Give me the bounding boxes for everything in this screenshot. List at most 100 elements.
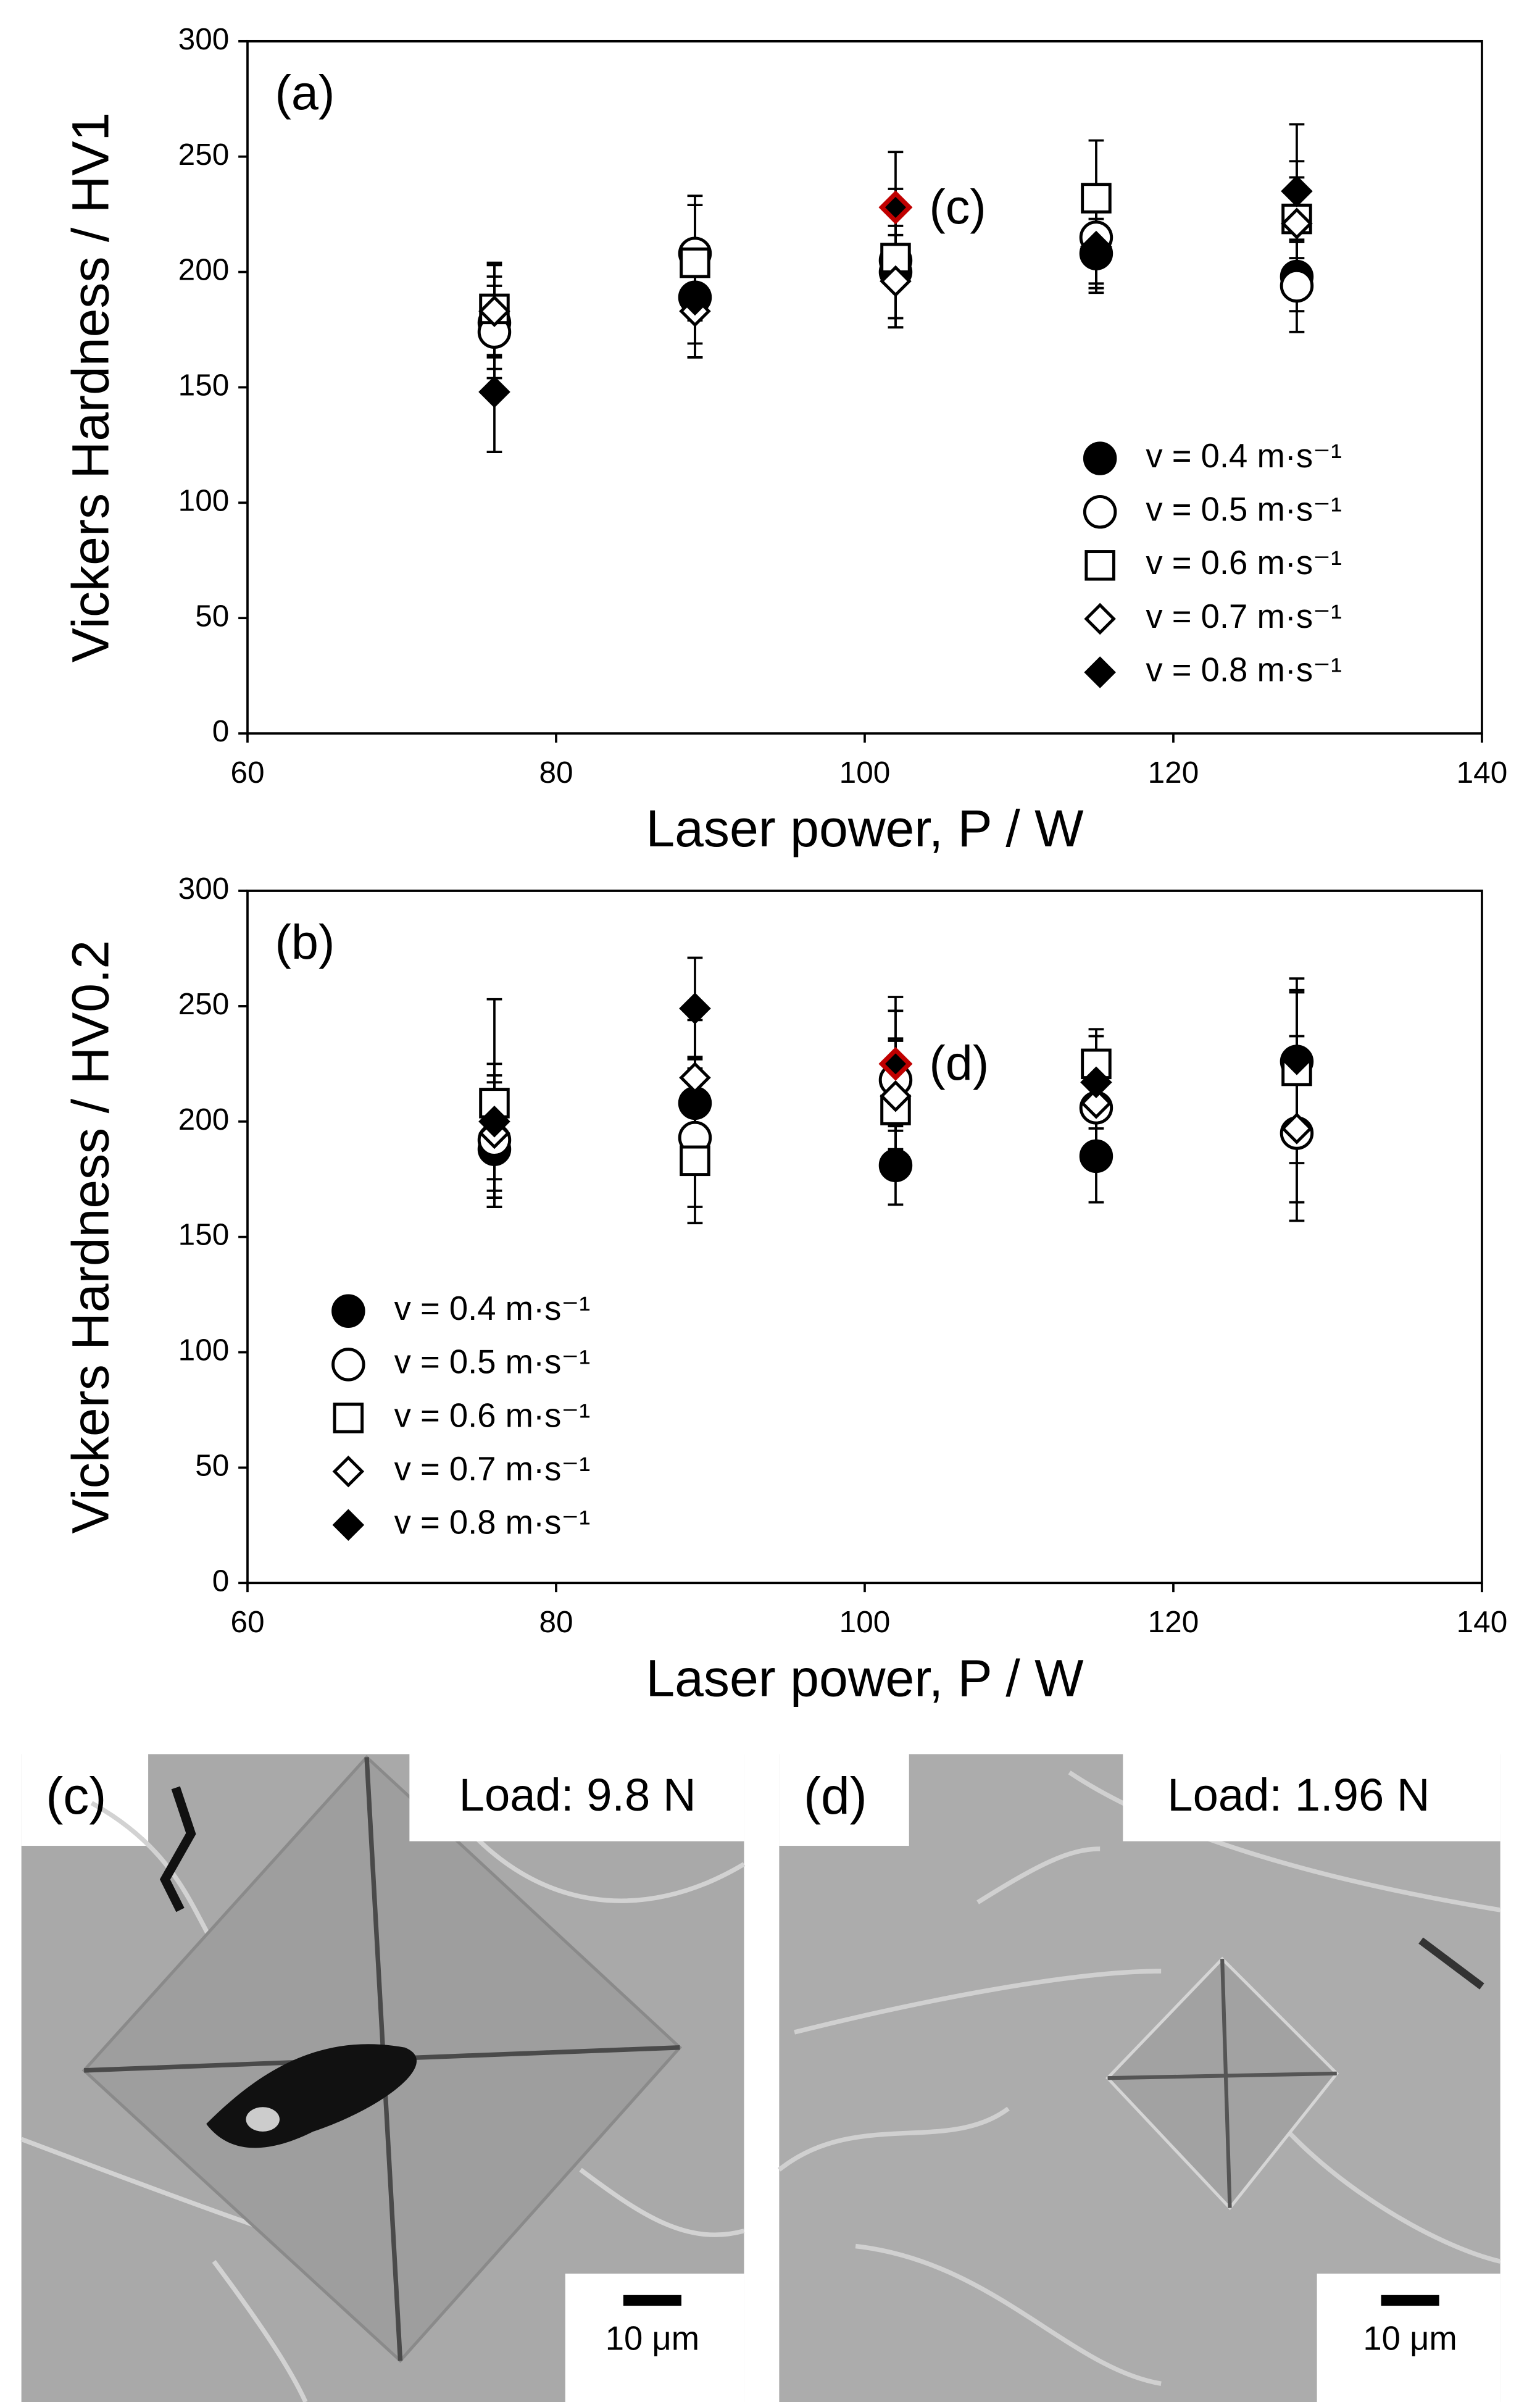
scale-bar — [1381, 2295, 1439, 2306]
marker — [1080, 233, 1112, 265]
y-tick-label: 300 — [178, 22, 230, 56]
defect — [1418, 1937, 1484, 1990]
y-tick-label: 200 — [178, 253, 230, 287]
micrograph-d — [778, 1754, 1501, 2402]
annotation: (c) — [929, 179, 986, 234]
y-tick-label: 150 — [178, 369, 230, 402]
legend-marker — [333, 1403, 364, 1433]
y-tick-label: 100 — [178, 483, 230, 517]
marker — [1281, 207, 1313, 240]
y-tick-label: 50 — [195, 1448, 229, 1482]
legend-marker — [1084, 603, 1116, 635]
x-tick-label: 100 — [839, 756, 891, 790]
y-tick-label: 0 — [212, 1564, 230, 1598]
panel-label: (b) — [275, 914, 335, 969]
legend-label: v = 0.4 m·s⁻¹ — [1146, 437, 1342, 475]
x-axis-label: Laser power, P / W — [646, 1649, 1084, 1707]
marker — [680, 247, 710, 278]
grain-boundary — [20, 1801, 746, 2402]
marker — [478, 1106, 510, 1138]
scale-label: 10 μm — [1363, 2319, 1457, 2357]
legend-label: v = 0.5 m·s⁻¹ — [1146, 491, 1342, 528]
legend-label: v = 0.7 m·s⁻¹ — [394, 1450, 591, 1488]
label-box — [409, 1754, 744, 1841]
y-tick-label: 250 — [178, 987, 230, 1021]
crack — [159, 1786, 196, 1912]
x-tick-label: 140 — [1457, 756, 1508, 790]
grain-boundary — [778, 1770, 1501, 2386]
marker — [679, 1061, 711, 1094]
x-tick-label: 60 — [230, 756, 264, 790]
marker — [1281, 1112, 1313, 1145]
legend-label: v = 0.6 m·s⁻¹ — [394, 1396, 591, 1434]
marker — [679, 283, 711, 316]
label-box — [1123, 1754, 1500, 1841]
panel-label: (a) — [275, 65, 335, 120]
legend-marker — [331, 1294, 365, 1328]
corner — [779, 1754, 909, 1846]
legend-marker — [332, 1455, 365, 1488]
marker — [679, 992, 711, 1025]
x-tick-label: 120 — [1148, 756, 1199, 790]
y-tick-label: 0 — [212, 714, 230, 748]
legend-label: v = 0.8 m·s⁻¹ — [394, 1504, 591, 1541]
marker — [1080, 1066, 1112, 1099]
corner — [21, 1754, 149, 1846]
x-axis-label: Laser power, P / W — [646, 799, 1084, 857]
legend-label: v = 0.6 m·s⁻¹ — [1146, 544, 1342, 582]
particle — [246, 2107, 280, 2132]
marker — [878, 1046, 913, 1081]
marker — [478, 295, 510, 327]
indent-diagonal — [1107, 1959, 1337, 2208]
legend-marker — [1083, 441, 1117, 475]
indent — [1105, 1956, 1339, 2211]
y-axis-label: Vickers Hardness / HV0.2 — [62, 940, 120, 1534]
y-tick-label: 50 — [195, 599, 229, 633]
x-tick-label: 60 — [230, 1605, 264, 1639]
legend-label: v = 0.4 m·s⁻¹ — [394, 1290, 591, 1327]
load-label: Load: 1.96 N — [1167, 1769, 1430, 1820]
legend-marker — [331, 1348, 365, 1382]
legend-label: v = 0.5 m·s⁻¹ — [394, 1343, 591, 1381]
legend-marker — [1083, 494, 1117, 529]
marker — [880, 1080, 912, 1112]
scale-label: 10 μm — [606, 2319, 699, 2357]
y-tick-label: 150 — [178, 1218, 230, 1252]
micrograph-label: (d) — [804, 1767, 867, 1825]
micrograph-c — [20, 1754, 746, 2402]
marker — [878, 190, 913, 225]
legend-marker — [332, 1509, 365, 1541]
marker — [878, 1148, 913, 1183]
marker — [680, 1145, 710, 1177]
marker — [880, 265, 912, 298]
legend-marker — [1084, 550, 1115, 581]
marker — [1280, 269, 1314, 303]
x-tick-label: 140 — [1457, 1605, 1508, 1639]
x-tick-label: 80 — [539, 1605, 573, 1639]
chart: 0 50 100 150 200 250 300 60 80 100 120 140 Laser pow… — [62, 22, 1508, 857]
legend-marker — [1084, 656, 1116, 688]
marker — [478, 376, 510, 408]
scale-bar — [623, 2295, 681, 2306]
y-tick-label: 200 — [178, 1103, 230, 1136]
x-tick-label: 100 — [839, 1605, 891, 1639]
y-tick-label: 250 — [178, 138, 230, 172]
marker — [1079, 1139, 1113, 1174]
legend-label: v = 0.8 m·s⁻¹ — [1146, 651, 1342, 688]
chart: 0 50 100 150 200 250 300 60 80 100 120 140 Laser pow… — [62, 872, 1508, 1707]
load-label: Load: 9.8 N — [459, 1769, 696, 1820]
marker — [1081, 183, 1112, 214]
marker — [1281, 1043, 1313, 1075]
y-tick-label: 300 — [178, 872, 230, 906]
x-tick-label: 120 — [1148, 1605, 1199, 1639]
x-tick-label: 80 — [539, 756, 573, 790]
micrograph-label: (c) — [46, 1767, 106, 1825]
marker — [1080, 1087, 1112, 1119]
legend-label: v = 0.7 m·s⁻¹ — [1146, 598, 1342, 635]
marker — [1281, 175, 1313, 207]
y-axis-label: Vickers Hardness / HV1 — [62, 112, 120, 663]
y-tick-label: 100 — [178, 1333, 230, 1367]
annotation: (d) — [929, 1035, 989, 1090]
